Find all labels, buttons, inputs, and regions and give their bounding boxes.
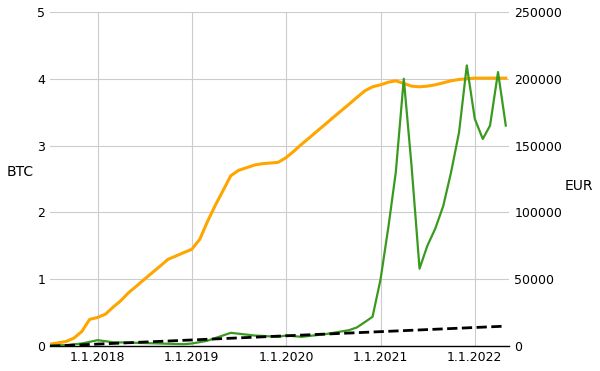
Y-axis label: EUR: EUR xyxy=(565,179,593,193)
Y-axis label: BTC: BTC xyxy=(7,165,34,179)
